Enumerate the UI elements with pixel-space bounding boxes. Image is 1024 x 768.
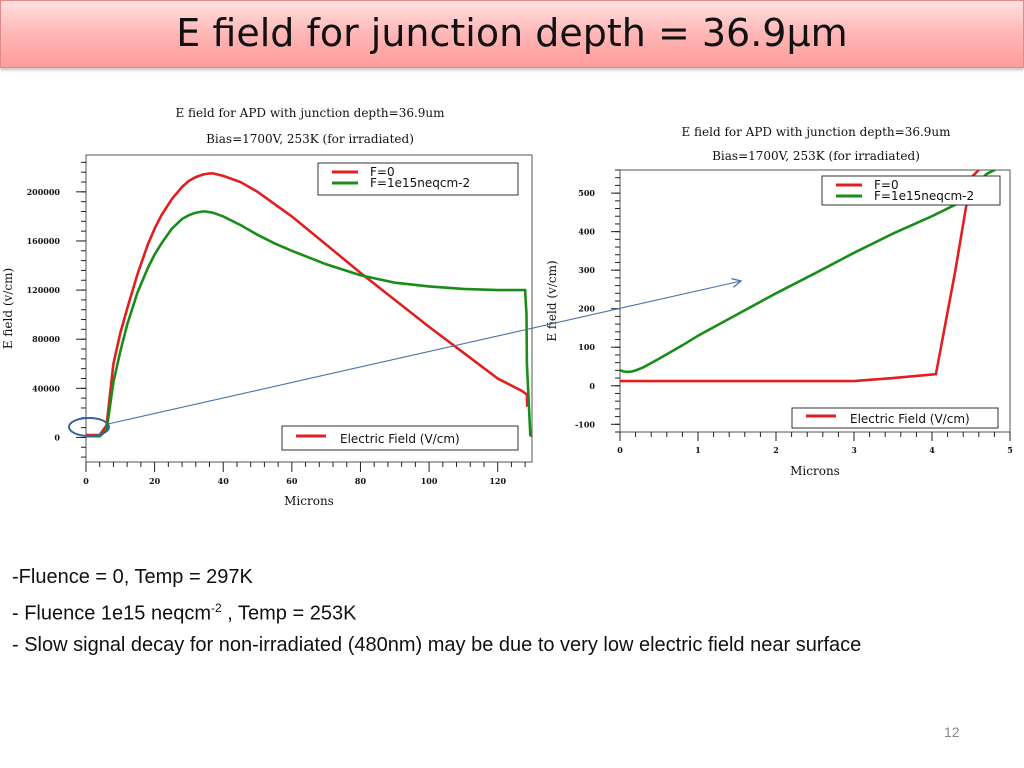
y-axis-label: E field (v/cm) [1, 268, 15, 349]
plot-frame [619, 169, 1011, 433]
legend-field-label: Electric Field (V/cm) [340, 432, 460, 446]
y-tick-label: 40000 [32, 383, 60, 393]
chart-subtitle: Bias=1700V, 253K (for irradiated) [712, 149, 920, 163]
x-tick-label: 120 [489, 476, 506, 486]
y-tick-label: 500 [578, 188, 595, 198]
y-tick-label: 400 [578, 227, 595, 237]
slide-title: E field for junction depth = 36.9µm [176, 11, 848, 55]
x-axis-label: Microns [790, 464, 840, 478]
x-tick-label: 20 [149, 476, 161, 486]
note-line-1: -Fluence = 0, Temp = 297K [12, 566, 253, 588]
x-axis-label: Microns [284, 494, 334, 508]
note-line-2: - Fluence 1e15 neqcm-2 , Temp = 253K [12, 601, 357, 625]
chart-title: E field for APD with junction depth=36.9… [175, 106, 445, 120]
chart-1: E field for APD with junction depth=36.9… [1, 106, 533, 508]
legend-label: F=1e15neqcm-2 [370, 176, 470, 190]
legend-box [317, 162, 519, 196]
y-tick-label: -100 [575, 419, 595, 429]
legend-field-box [281, 425, 519, 451]
x-tick-label: 3 [851, 445, 857, 455]
title-bar [0, 0, 1024, 68]
note-line-3: - Slow signal decay for non-irradiated (… [12, 633, 862, 656]
x-tick-label: 100 [421, 476, 438, 486]
series-line-f-1e15neqcm-2 [86, 210, 532, 438]
legend-label: F=0 [370, 165, 395, 179]
y-tick-label: 120000 [27, 285, 61, 295]
x-tick-label: 1 [695, 445, 701, 455]
zoom-arrow [107, 281, 741, 425]
page-number: 12 [944, 724, 960, 740]
x-tick-label: 0 [617, 445, 623, 455]
y-tick-label: 100 [578, 342, 595, 352]
x-tick-label: 60 [286, 476, 298, 486]
y-tick-label: 300 [578, 265, 595, 275]
legend-box [821, 175, 1001, 206]
legend-field-box [791, 407, 999, 429]
y-tick-label: 160000 [27, 236, 61, 246]
x-tick-label: 0 [83, 476, 89, 486]
zoom-region-ellipse [68, 417, 110, 437]
y-tick-label: 80000 [32, 334, 60, 344]
y-axis-label: E field (v/cm) [545, 260, 559, 341]
chart-2: E field for APD with junction depth=36.9… [545, 125, 1013, 478]
y-tick-label: 200000 [27, 187, 61, 197]
legend-label: F=0 [874, 178, 899, 192]
chart-title: E field for APD with junction depth=36.9… [681, 125, 951, 139]
y-tick-label: 0 [589, 381, 595, 391]
notes: -Fluence = 0, Temp = 297K - Fluence 1e15… [12, 562, 861, 661]
legend-field-label: Electric Field (V/cm) [850, 412, 970, 426]
chart-subtitle: Bias=1700V, 253K (for irradiated) [206, 132, 414, 146]
note-superscript: -2 [211, 601, 222, 615]
series-line-f-0 [86, 172, 529, 437]
legend-label: F=1e15neqcm-2 [874, 189, 974, 203]
x-tick-label: 80 [355, 476, 367, 486]
series-line-f-0 [620, 170, 980, 383]
y-tick-label: 200 [578, 304, 595, 314]
x-tick-label: 5 [1007, 445, 1013, 455]
x-tick-label: 2 [773, 445, 779, 455]
x-tick-label: 4 [929, 445, 935, 455]
x-tick-label: 40 [218, 476, 230, 486]
y-tick-label: 0 [54, 432, 60, 442]
plot-frame [85, 154, 533, 463]
